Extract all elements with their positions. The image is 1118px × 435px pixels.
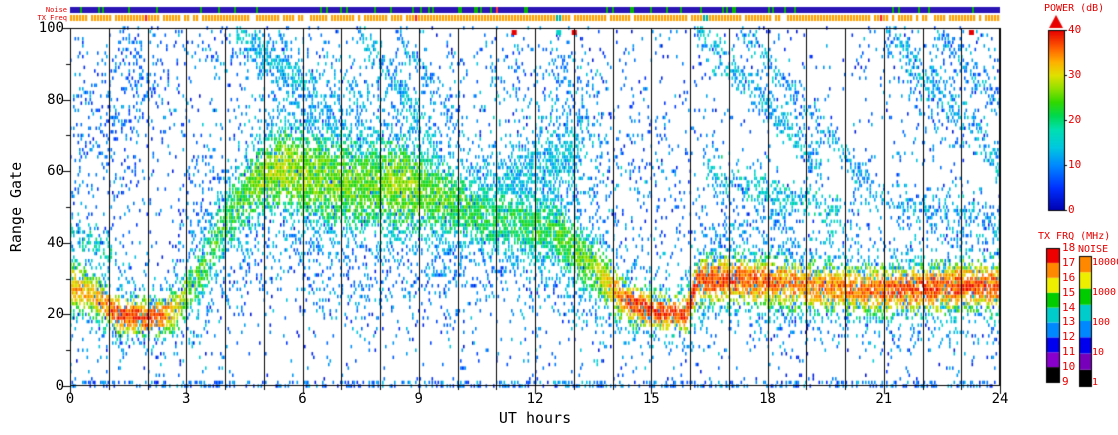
rti-plot: Range Gate UT hours Noise TX Freq POWER … [0, 0, 1118, 435]
rti-plot-canvas [0, 0, 1118, 435]
